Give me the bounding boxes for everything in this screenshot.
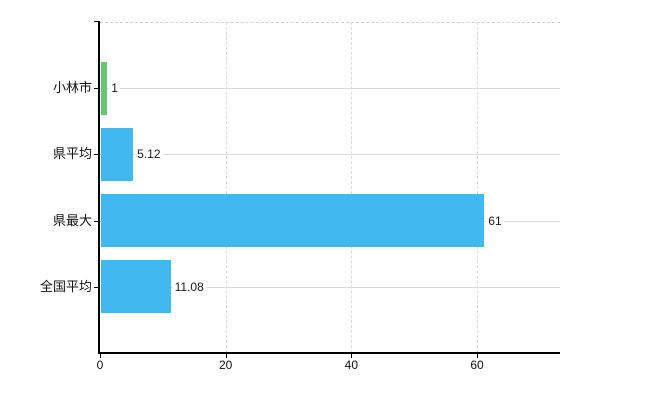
y-tick (94, 286, 100, 288)
v-gridline (225, 22, 227, 353)
bar (101, 61, 108, 115)
value-label: 61 (486, 213, 504, 228)
x-tick-label: 40 (344, 358, 358, 372)
bar (101, 127, 134, 181)
x-tick (351, 354, 353, 358)
x-tick-label: 0 (96, 358, 104, 372)
value-label: 11.08 (172, 279, 206, 294)
v-gridline (477, 22, 478, 353)
category-label: 県平均 (52, 146, 92, 162)
v-gridline (351, 22, 353, 353)
x-tick (477, 354, 478, 358)
category-label: 県最大 (52, 212, 92, 228)
value-label: 1 (109, 81, 120, 96)
h-gridline (100, 88, 560, 90)
x-tick (225, 354, 227, 358)
y-tick (94, 154, 100, 156)
h-gridline (100, 154, 560, 156)
bar (101, 194, 485, 248)
y-tick (94, 220, 100, 222)
x-tick (100, 354, 101, 358)
y-axis-line (98, 21, 100, 354)
h-gridline (100, 286, 560, 288)
x-tick-label: 60 (470, 358, 484, 372)
bar (101, 260, 171, 314)
plot-top-border (100, 22, 560, 23)
category-label: 小林市 (52, 80, 92, 96)
x-tick-label: 20 (218, 358, 233, 372)
y-tick (94, 88, 100, 90)
category-label: 全国平均 (39, 278, 92, 294)
x-axis-line (98, 352, 560, 354)
y-axis-top-tick (94, 21, 99, 22)
value-label: 5.12 (135, 147, 163, 162)
